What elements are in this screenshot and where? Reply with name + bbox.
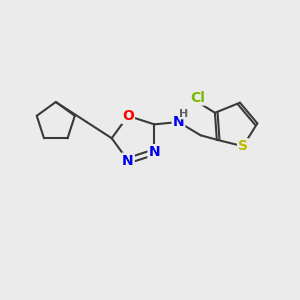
Text: Cl: Cl	[190, 91, 205, 105]
Text: N: N	[122, 154, 134, 168]
Text: H: H	[179, 109, 188, 119]
Text: N: N	[173, 115, 184, 129]
Text: O: O	[122, 109, 134, 123]
Text: S: S	[238, 139, 248, 153]
Text: N: N	[148, 145, 160, 159]
